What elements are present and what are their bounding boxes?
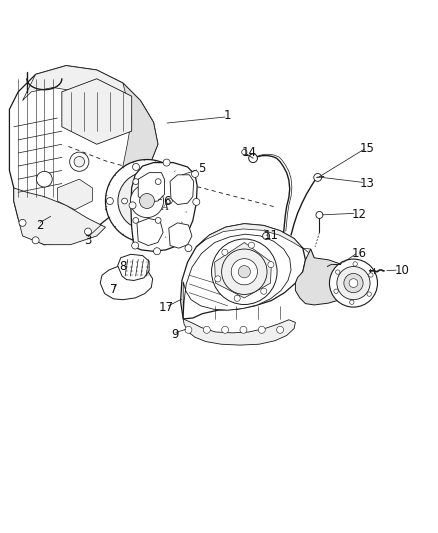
Circle shape — [133, 179, 139, 184]
Circle shape — [240, 326, 247, 333]
Polygon shape — [138, 173, 164, 202]
Polygon shape — [131, 163, 197, 251]
Text: 14: 14 — [242, 147, 257, 159]
Text: 6: 6 — [163, 195, 170, 207]
Circle shape — [238, 265, 251, 278]
Circle shape — [258, 326, 265, 333]
Circle shape — [19, 220, 26, 227]
Polygon shape — [118, 254, 149, 280]
Text: 11: 11 — [264, 229, 279, 243]
Polygon shape — [183, 319, 295, 345]
Circle shape — [350, 300, 354, 304]
Text: 9: 9 — [172, 328, 179, 341]
Polygon shape — [62, 79, 132, 144]
Circle shape — [248, 242, 254, 248]
Polygon shape — [169, 223, 192, 248]
Circle shape — [203, 326, 210, 333]
Text: 7: 7 — [110, 282, 118, 296]
Circle shape — [185, 245, 192, 252]
Text: 12: 12 — [351, 208, 366, 221]
Text: 13: 13 — [360, 177, 375, 190]
Text: A: A — [162, 203, 169, 212]
Circle shape — [212, 239, 277, 304]
Circle shape — [32, 237, 39, 244]
Circle shape — [268, 262, 274, 268]
Polygon shape — [196, 224, 314, 258]
Circle shape — [193, 198, 200, 205]
Circle shape — [70, 152, 89, 171]
Circle shape — [185, 326, 192, 333]
Polygon shape — [183, 234, 291, 319]
Circle shape — [106, 159, 188, 243]
Circle shape — [129, 202, 136, 209]
Circle shape — [74, 157, 85, 167]
Circle shape — [155, 179, 161, 184]
Circle shape — [263, 232, 270, 239]
Circle shape — [155, 217, 161, 223]
Circle shape — [191, 171, 198, 177]
Polygon shape — [106, 83, 158, 210]
Text: 8: 8 — [119, 260, 127, 273]
Text: 10: 10 — [395, 264, 410, 277]
Circle shape — [36, 171, 52, 187]
Circle shape — [85, 228, 92, 235]
Circle shape — [166, 198, 172, 204]
Circle shape — [132, 242, 139, 249]
Text: 5: 5 — [198, 161, 205, 175]
Polygon shape — [22, 66, 153, 135]
Text: 16: 16 — [351, 247, 366, 260]
Polygon shape — [10, 66, 158, 245]
Circle shape — [133, 164, 140, 171]
Circle shape — [131, 184, 163, 217]
Circle shape — [234, 295, 240, 301]
Circle shape — [334, 289, 338, 293]
Text: 3: 3 — [85, 234, 92, 247]
Polygon shape — [180, 224, 305, 319]
Circle shape — [122, 198, 127, 204]
Circle shape — [349, 279, 358, 287]
Polygon shape — [100, 265, 152, 300]
Text: 15: 15 — [360, 142, 375, 155]
Text: 2: 2 — [36, 219, 44, 231]
Circle shape — [277, 326, 284, 333]
Circle shape — [249, 154, 258, 163]
Circle shape — [139, 193, 155, 208]
Circle shape — [106, 198, 113, 205]
Circle shape — [369, 273, 373, 277]
Polygon shape — [14, 188, 106, 245]
Circle shape — [163, 159, 170, 166]
Circle shape — [231, 259, 258, 285]
Circle shape — [153, 248, 160, 255]
Circle shape — [222, 326, 229, 333]
Circle shape — [367, 292, 371, 296]
Circle shape — [222, 249, 228, 255]
Circle shape — [344, 273, 363, 293]
Polygon shape — [57, 179, 92, 210]
Text: 17: 17 — [159, 302, 174, 314]
Circle shape — [222, 249, 267, 294]
Circle shape — [261, 288, 267, 294]
Circle shape — [314, 174, 321, 181]
Circle shape — [118, 172, 176, 230]
Circle shape — [337, 266, 370, 300]
Polygon shape — [170, 175, 194, 205]
Circle shape — [336, 270, 340, 274]
Circle shape — [329, 259, 378, 307]
Circle shape — [215, 276, 221, 282]
Circle shape — [353, 262, 357, 266]
Text: 1: 1 — [224, 109, 231, 123]
Polygon shape — [295, 249, 355, 305]
Circle shape — [316, 212, 323, 219]
Circle shape — [242, 149, 247, 155]
Polygon shape — [215, 243, 272, 298]
Circle shape — [133, 217, 139, 223]
Polygon shape — [137, 219, 163, 246]
